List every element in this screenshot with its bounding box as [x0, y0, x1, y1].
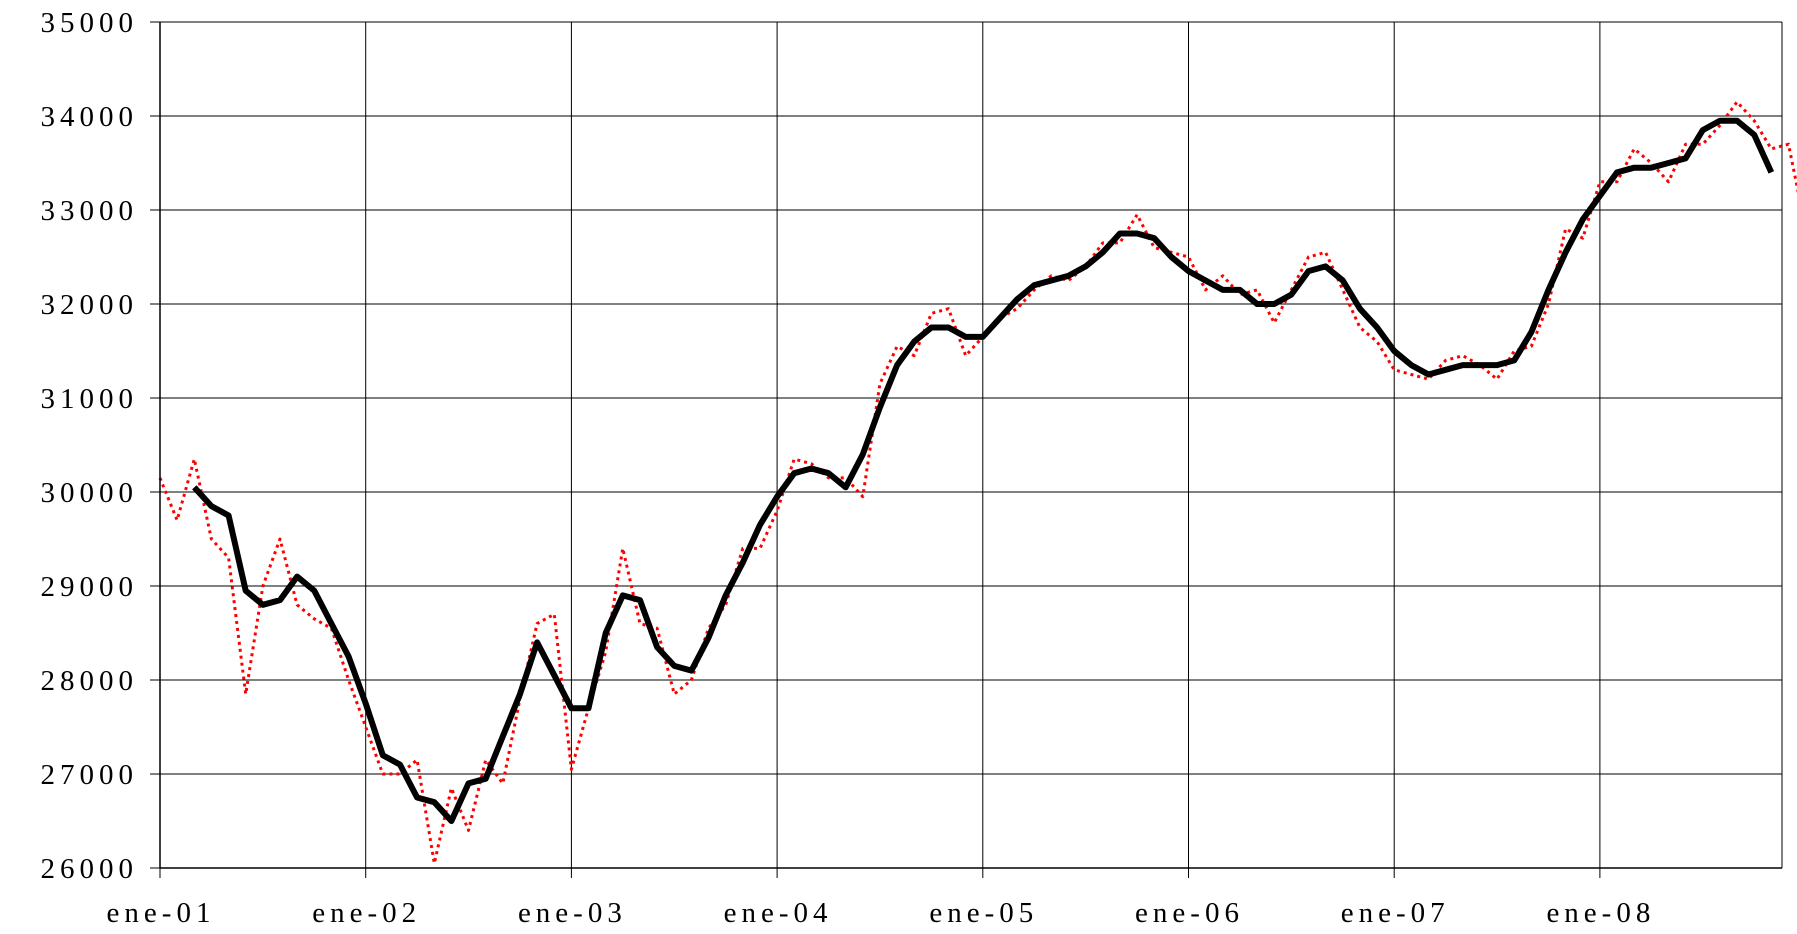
- y-tick-label: 32000: [41, 289, 139, 321]
- y-tick-label: 28000: [41, 665, 139, 697]
- y-tick-label: 27000: [41, 759, 139, 791]
- x-tick-label: ene-02: [312, 897, 421, 929]
- x-tick-label: ene-07: [1341, 897, 1450, 929]
- y-tick-label: 31000: [41, 383, 139, 415]
- dotted-series-line: [158, 100, 1797, 865]
- y-tick-label: 30000: [41, 477, 139, 509]
- x-tick-label: ene-08: [1546, 897, 1655, 929]
- y-tick-label: 26000: [41, 853, 139, 885]
- y-axis: 35000 34000 33000 32000 31000 30000 29000 28000…: [41, 7, 161, 885]
- solid-series-line: [192, 117, 1775, 824]
- x-tick-label: ene-03: [518, 897, 627, 929]
- y-tick-label: 29000: [41, 571, 139, 603]
- y-tick-label: 35000: [41, 7, 139, 39]
- x-tick-label: ene-01: [107, 897, 216, 929]
- x-tick-label: ene-06: [1135, 897, 1244, 929]
- x-axis: ene-01 ene-02 ene-03 ene-04 ene-05 ene-06 ene-…: [107, 867, 1782, 929]
- y-tick-label: 33000: [41, 195, 139, 227]
- x-tick-label: ene-05: [929, 897, 1038, 929]
- series-layer: [158, 100, 1797, 865]
- grid: [150, 21, 1783, 878]
- x-tick-label: ene-04: [724, 897, 833, 929]
- y-tick-label: 34000: [41, 101, 139, 133]
